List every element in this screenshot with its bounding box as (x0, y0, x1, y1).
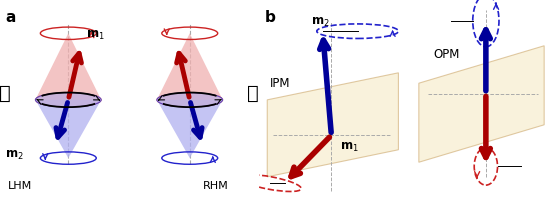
Text: $\mathbf{m}_2$: $\mathbf{m}_2$ (311, 16, 330, 29)
Text: OPM: OPM (433, 48, 460, 61)
Text: $\mathbf{m}_1$: $\mathbf{m}_1$ (86, 28, 105, 42)
Ellipse shape (157, 93, 223, 107)
Text: $\mathbf{m}_2$: $\mathbf{m}_2$ (5, 149, 24, 162)
Text: $\mathbf{m}_1$: $\mathbf{m}_1$ (340, 141, 359, 154)
Ellipse shape (35, 93, 101, 107)
Text: a: a (5, 10, 15, 25)
Text: LHM: LHM (8, 181, 32, 191)
Polygon shape (419, 46, 544, 162)
Polygon shape (157, 33, 223, 100)
Text: 👍: 👍 (0, 84, 11, 103)
Text: RHM: RHM (202, 181, 228, 191)
Polygon shape (35, 100, 101, 158)
Text: 👍: 👍 (247, 84, 259, 103)
Polygon shape (267, 73, 398, 177)
Polygon shape (35, 33, 101, 100)
Text: b: b (265, 10, 275, 25)
Ellipse shape (157, 93, 223, 107)
Ellipse shape (35, 93, 101, 107)
Text: IPM: IPM (270, 77, 290, 90)
Polygon shape (157, 100, 223, 158)
